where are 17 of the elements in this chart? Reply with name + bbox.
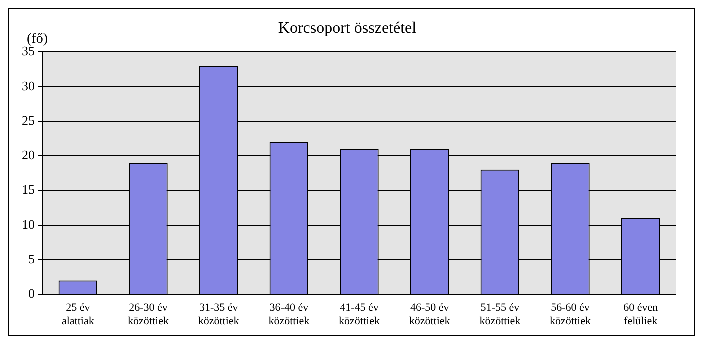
- y-tick-label: 0: [28, 286, 35, 302]
- x-tick-label: 51-55 év közöttiek: [480, 302, 522, 328]
- y-tick-label: 10: [22, 216, 35, 232]
- chart-title: Korcsoport összetétel: [278, 20, 418, 37]
- x-tick-label: 46-50 év közöttiek: [409, 302, 451, 328]
- x-tick-label: 26-30 év közöttiek: [128, 302, 170, 328]
- x-tick-label: 60 éven felüliek: [624, 302, 659, 328]
- y-tick-label: 15: [22, 182, 35, 198]
- x-tick-label: 36-40 év közöttiek: [268, 302, 310, 328]
- y-tick-label: 5: [28, 251, 35, 266]
- x-tick-label: 56-60 év közöttiek: [550, 302, 592, 328]
- x-tick-label: 25 év alattiak: [62, 302, 95, 328]
- x-tick-label: 31-35 év közöttiek: [198, 302, 240, 328]
- y-tick-label: 25: [22, 112, 35, 128]
- y-tick-label: 30: [22, 78, 35, 94]
- y-tick-label: 20: [22, 148, 35, 163]
- x-tick-label: 41-45 év közöttiek: [339, 302, 380, 328]
